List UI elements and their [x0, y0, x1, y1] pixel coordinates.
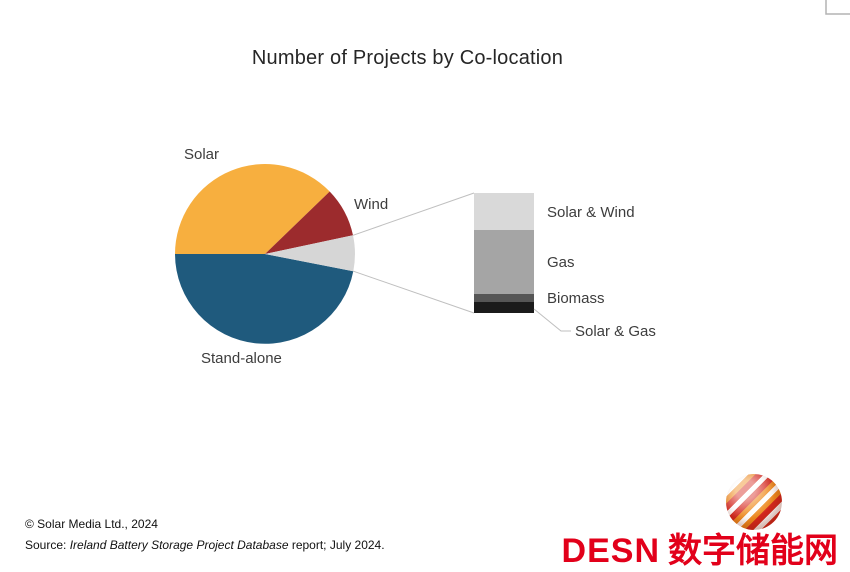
bar-label-biomass: Biomass [547, 290, 605, 307]
source-report-name: Ireland Battery Storage Project Database [69, 538, 289, 552]
chart-title: Number of Projects by Co-location [251, 47, 564, 69]
bar-segment-gas [474, 230, 534, 294]
pie-label-solar: Solar [184, 146, 220, 163]
pie-slice-other [265, 235, 355, 272]
bar-label-solar-gas: Solar & Gas [575, 323, 656, 340]
pie-label-stand-alone: Stand-alone [201, 350, 282, 367]
bar-segment-solar-wind [474, 193, 534, 230]
desn-logo: DESN 数字储能网 [562, 523, 838, 572]
desn-brand-text: DESN [561, 532, 660, 570]
source-suffix: report; July 2024. [288, 538, 385, 552]
bar-segment-solar-gas [474, 302, 534, 313]
copyright-text: © Solar Media Ltd., 2024 [25, 517, 158, 531]
breakout-connector-bottom [353, 270, 475, 314]
pie-slice-stand-alone [175, 254, 354, 344]
pie-slice-solar [175, 164, 330, 254]
source-prefix: Source: [25, 538, 70, 552]
bar-label-solar-wind: Solar & Wind [547, 204, 635, 221]
desn-cjk-text: 数字储能网 [668, 532, 838, 570]
breakout-connector-top [352, 192, 475, 236]
pie-slice-wind [265, 191, 353, 254]
solar-gas-leader-line [533, 308, 571, 332]
source-text: Source: Ireland Battery Storage Project … [25, 538, 385, 552]
bar-segment-biomass [474, 294, 534, 302]
desn-sphere-logo-icon [726, 474, 782, 530]
bar-label-gas: Gas [547, 254, 575, 271]
pie-label-wind: Wind [354, 196, 389, 213]
top-right-corner-bracket [825, 0, 850, 15]
